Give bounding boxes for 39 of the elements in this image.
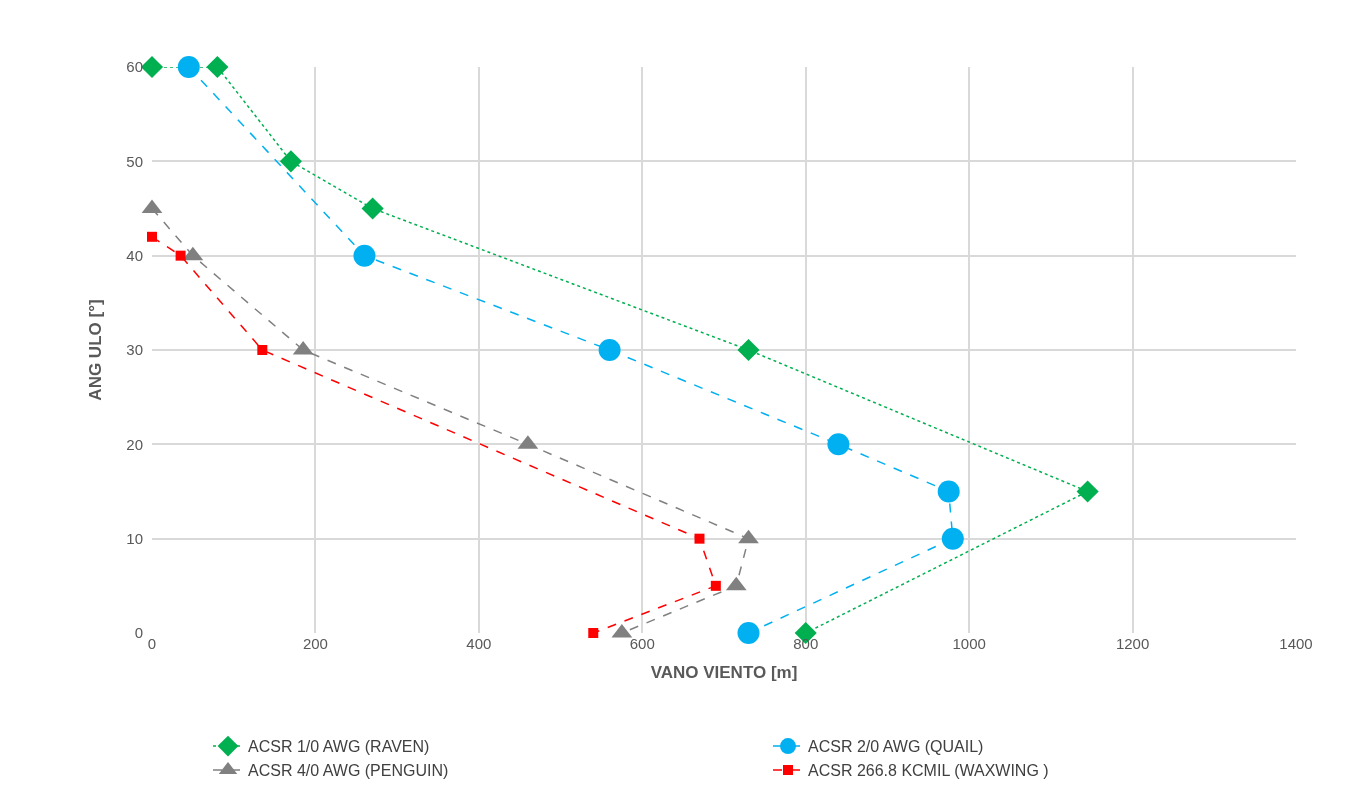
- x-tick-label: 0: [147, 635, 157, 652]
- point: [279, 150, 302, 173]
- x-tick-label: 800: [793, 635, 819, 652]
- y-tick-label: 40: [126, 246, 143, 264]
- point: [147, 231, 157, 242]
- point: [206, 55, 229, 79]
- x-tick-label: 1000: [952, 635, 986, 652]
- point: [353, 244, 376, 267]
- point: [737, 622, 760, 644]
- point: [361, 197, 384, 220]
- x-axis-title: VANO VIENTO [m]: [650, 663, 798, 683]
- x-tick-label: 600: [629, 635, 655, 652]
- point: [738, 529, 759, 544]
- legend-label: ACSR 4/0 AWG (PENGUIN): [248, 762, 449, 780]
- point: [257, 345, 268, 355]
- point: [1076, 480, 1099, 503]
- point: [737, 338, 760, 362]
- point: [937, 480, 960, 503]
- point: [598, 339, 621, 361]
- point: [827, 433, 850, 456]
- y-axis-title: ANG ULO [°]: [85, 299, 105, 401]
- point: [694, 533, 705, 544]
- legend-label: ACSR 2/0 AWG (QUAIL): [808, 738, 984, 756]
- x-tick-label: 1400: [1279, 635, 1313, 652]
- y-tick-label: 50: [126, 152, 143, 170]
- point: [588, 628, 599, 638]
- y-tick-label: 20: [126, 435, 143, 453]
- legend-label: ACSR 1/0 AWG (RAVEN): [248, 738, 430, 756]
- legend-label: ACSR 266.8 KCMIL (WAXWING ): [808, 762, 1049, 780]
- x-tick-label: 1200: [1115, 635, 1150, 652]
- y-tick-label: 30: [126, 341, 143, 359]
- y-tick-label: 10: [126, 529, 143, 547]
- x-tick-label: 400: [466, 635, 492, 652]
- point: [177, 56, 200, 78]
- point: [710, 580, 721, 591]
- point: [175, 250, 186, 261]
- x-tick-label: 200: [302, 635, 328, 652]
- y-tick-label: 60: [126, 58, 143, 76]
- point: [941, 527, 964, 550]
